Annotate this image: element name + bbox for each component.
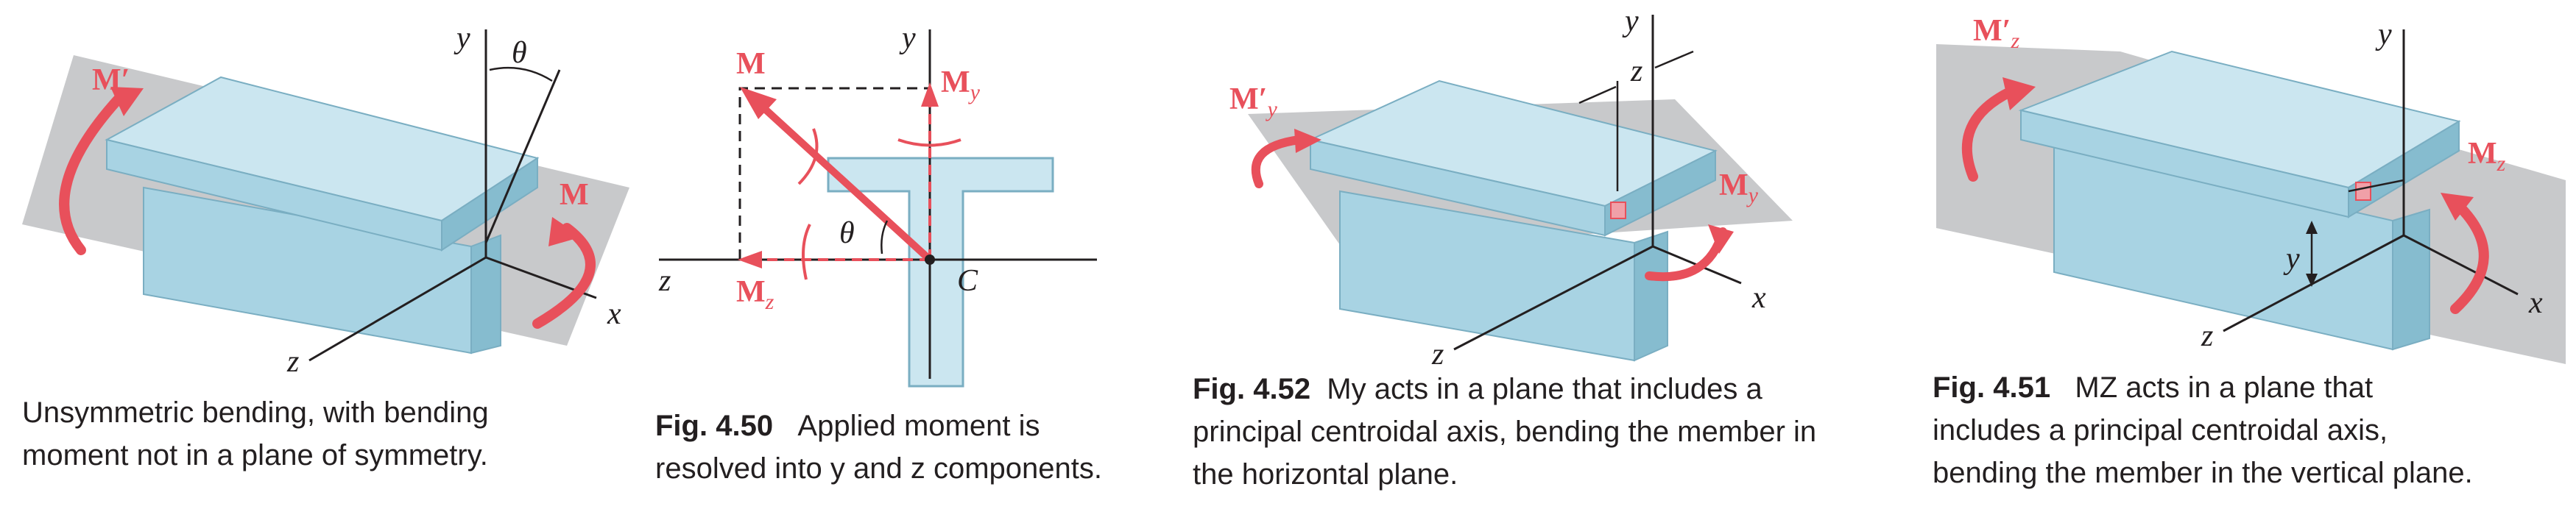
label-mz: Mz (736, 275, 774, 314)
label-y: y (1622, 4, 1639, 38)
panel-1-diagram: y θ x z M′ M (22, 21, 629, 379)
caption-line-2: resolved into y and z components. (655, 452, 1103, 485)
m-prime-arrow (59, 90, 127, 255)
caption-text: Applied moment is (797, 410, 1040, 442)
mz-arrow (2450, 201, 2489, 314)
caption-line-2: principal centroidal axis, bending the m… (1193, 416, 1817, 448)
m-vector-head (740, 87, 777, 119)
label-c: C (957, 264, 978, 298)
stress-element (2355, 182, 2371, 201)
label-z: z (286, 345, 299, 379)
label-my: My (941, 65, 981, 104)
my-arrowhead (1708, 224, 1734, 254)
x-axis (2403, 234, 2519, 296)
my-rotation-arrow (897, 138, 961, 147)
theta-arc (881, 220, 889, 254)
fig-4-50-diagram: y z M My Mz θ C (658, 21, 1097, 388)
figure-number: Fig. 4.52 (1193, 373, 1311, 405)
m-arrowhead (548, 217, 582, 246)
centroid-point (925, 254, 935, 265)
label-m: M (736, 47, 766, 81)
label-z: z (1431, 338, 1444, 371)
moment-plane-line (484, 69, 561, 243)
caption-line-1: Fig. 4.50 Applied moment is (655, 405, 1141, 447)
my-vector-head (921, 82, 939, 107)
label-x: x (1751, 281, 1766, 315)
y-dim-arrow-down (2306, 274, 2318, 287)
label-mz-prime: M′z (1973, 14, 2019, 53)
m-vector (755, 100, 933, 263)
stress-element (1610, 202, 1626, 219)
caption-line-1: Fig. 4.51 MZ acts in a plane that (1933, 366, 2566, 409)
theta-arc (489, 66, 553, 82)
beam-web-end (2392, 208, 2430, 351)
y-dim-ref-line (2348, 179, 2404, 193)
label-z: z (658, 264, 671, 298)
z-axis (308, 256, 487, 362)
label-y: y (454, 21, 470, 55)
label-x: x (607, 297, 621, 331)
mz-prime-arrow (1961, 87, 2015, 182)
beam-web-end (470, 234, 501, 355)
beam-web-end (1634, 230, 1668, 362)
caption-fig-4-51: Fig. 4.51 MZ acts in a plane that includ… (1933, 366, 2566, 494)
mz-prime-arrowhead (2002, 77, 2036, 110)
label-y: y (899, 21, 916, 55)
caption-fig-4-52: Fig. 4.52 My acts in a plane that includ… (1193, 368, 1899, 496)
mz-vector-head (738, 251, 762, 268)
caption-line-3: bending the member in the vertical plane… (1933, 457, 2473, 489)
resolution-rectangle (738, 87, 930, 260)
beam-flange-end (1604, 149, 1716, 237)
my-prime-arrow (1251, 135, 1304, 188)
label-my-prime: M′y (1229, 82, 1277, 121)
label-m-prime: M′ (92, 63, 130, 97)
m-arrow (532, 223, 596, 329)
label-y-dim: y (2283, 242, 2300, 276)
z-axis (1453, 245, 1654, 351)
t-section (827, 157, 1054, 388)
caption-line-1: Unsymmetric bending, with bending (22, 396, 489, 429)
caption-text: MZ acts in a plane that (2075, 371, 2374, 404)
label-m: M (560, 178, 589, 212)
label-theta: θ (512, 36, 527, 70)
z-dim-arrow-right (1654, 50, 1694, 69)
label-mz: Mz (2468, 137, 2506, 176)
caption-line-3: the horizontal plane. (1193, 458, 1458, 491)
fig-4-52-diagram: y z x z M′y My (1229, 4, 1793, 371)
m-rotation-arrow (797, 128, 819, 185)
caption-line-1: Fig. 4.52 My acts in a plane that includ… (1193, 368, 1899, 410)
figure-number: Fig. 4.51 (1933, 371, 2051, 404)
z-axis (2223, 234, 2404, 332)
label-theta: θ (839, 216, 855, 250)
caption-line-2: includes a principal centroidal axis, (1933, 414, 2388, 446)
z-dim-arrow-left (1578, 85, 1617, 104)
label-z: z (2201, 319, 2213, 353)
caption-line-2: moment not in a plane of symmetry. (22, 439, 488, 471)
label-x: x (2528, 286, 2543, 320)
mz-rotation-arrow (802, 224, 811, 280)
label-z-top: z (1630, 54, 1642, 88)
caption-fig-4-50: Fig. 4.50 Applied moment is resolved int… (655, 405, 1141, 490)
mz-arrowhead (2441, 193, 2474, 221)
fig-4-51-diagram: y y x z M′z Mz (1936, 14, 2566, 364)
label-y: y (2375, 18, 2392, 51)
caption-text: My acts in a plane that includes a (1327, 373, 1762, 405)
my-prime-arrowhead (1294, 129, 1321, 153)
y-dim-arrow-up (2306, 221, 2318, 234)
figure-number: Fig. 4.50 (655, 410, 774, 442)
beam-flange-end (441, 157, 538, 252)
caption-panel-1: Unsymmetric bending, with bending moment… (22, 391, 626, 477)
m-prime-arrowhead (110, 87, 144, 116)
label-my: My (1719, 168, 1759, 207)
